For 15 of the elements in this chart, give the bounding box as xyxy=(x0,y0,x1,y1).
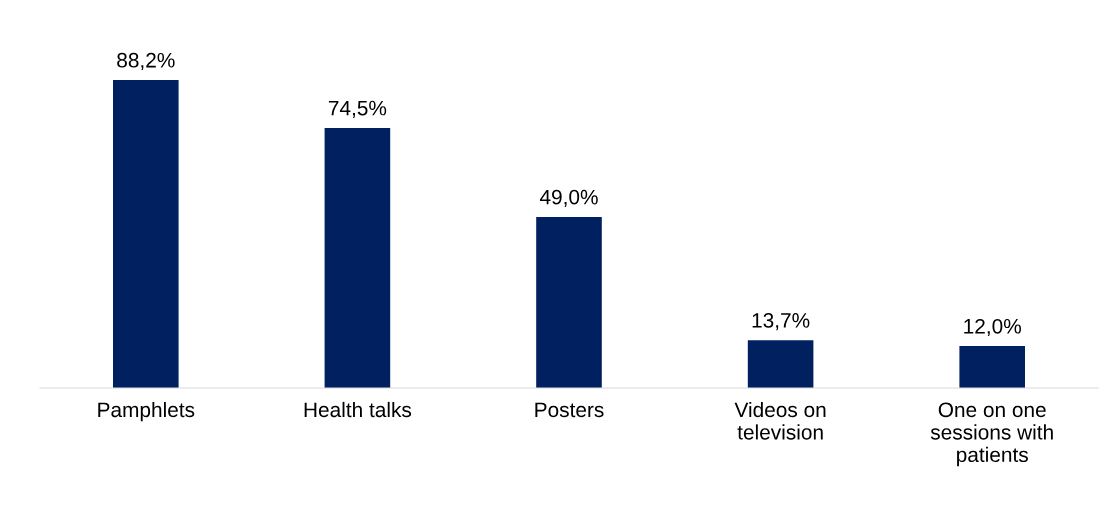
data-label: 13,7% xyxy=(752,312,810,331)
bar xyxy=(747,340,814,388)
bar xyxy=(113,80,179,388)
bar xyxy=(959,346,1025,388)
bar xyxy=(536,216,602,388)
data-label: 74,5% xyxy=(328,100,387,118)
data-label: 12,0% xyxy=(964,318,1021,337)
x-tick-label: Posters xyxy=(535,402,604,418)
x-tick-label: Videos on television xyxy=(734,401,826,440)
x-tick-label: One on one sessions with patients xyxy=(930,402,1053,467)
bar xyxy=(324,127,391,388)
x-tick-label: Pamphlets xyxy=(98,401,195,422)
data-label: 88,2% xyxy=(117,52,175,71)
x-tick-label: Health talks xyxy=(304,401,412,418)
data-label: 49,0% xyxy=(539,189,598,207)
